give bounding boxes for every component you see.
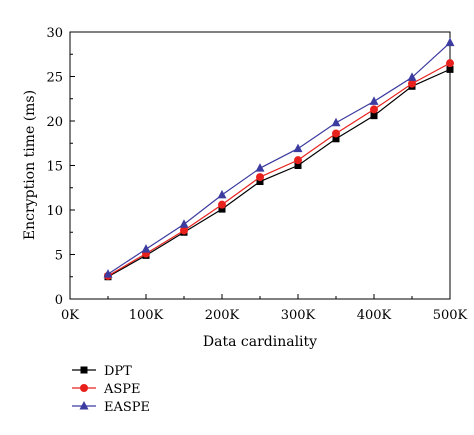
data-point-aspe <box>294 156 302 165</box>
x-tick-label: 0K <box>61 308 79 323</box>
x-tick-label: 100K <box>129 308 164 323</box>
data-point-aspe <box>256 173 264 182</box>
x-tick-label: 200K <box>205 308 240 323</box>
data-point-aspe <box>218 200 226 209</box>
y-tick-label: 0 <box>55 293 63 308</box>
data-point-aspe <box>370 105 378 114</box>
y-tick-label: 5 <box>55 249 63 264</box>
legend-marker <box>80 384 88 392</box>
x-axis: 0K 100K 200K 300K 400K 500K <box>61 294 468 323</box>
series-easpe <box>103 37 455 278</box>
legend-label: DPT <box>104 364 132 379</box>
legend-label: EASPE <box>104 400 150 415</box>
data-point-easpe <box>255 163 265 172</box>
x-tick-label: 400K <box>357 308 392 323</box>
series-line-easpe <box>107 42 451 275</box>
data-point-easpe <box>293 143 303 153</box>
legend-label: ASPE <box>103 382 141 397</box>
data-point-easpe <box>217 189 227 199</box>
data-point-dpt <box>218 205 226 213</box>
series-line-dpt <box>107 68 451 278</box>
data-point-aspe <box>180 226 188 235</box>
legend-marker <box>80 366 88 374</box>
data-point-easpe <box>369 96 379 105</box>
data-point-easpe <box>103 269 113 278</box>
data-point-dpt <box>294 162 302 169</box>
data-point-dpt <box>370 112 378 120</box>
y-axis: 0 5 10 15 20 25 30 <box>46 26 75 308</box>
y-tick-label: 30 <box>46 26 63 41</box>
legend-item-dpt: DPT <box>72 364 132 379</box>
legend-item-easpe: EASPE <box>72 400 150 415</box>
y-tick-label: 15 <box>46 160 63 175</box>
x-axis-title: Data cardinality <box>203 334 317 350</box>
legend-item-aspe: ASPE <box>72 382 141 397</box>
x-tick-label: 500K <box>433 308 468 323</box>
data-point-easpe <box>141 244 151 253</box>
data-point-aspe <box>408 79 416 88</box>
data-point-easpe <box>407 72 417 81</box>
legend-marker <box>79 401 89 410</box>
y-tick-label: 25 <box>46 71 63 86</box>
x-tick-label: 300K <box>281 308 316 323</box>
data-point-aspe <box>332 129 340 138</box>
series-layer <box>103 37 455 281</box>
y-tick-label: 10 <box>46 204 63 219</box>
data-point-dpt <box>256 178 264 186</box>
series-dpt <box>104 65 454 281</box>
data-point-dpt <box>446 65 454 73</box>
data-point-easpe <box>179 219 189 228</box>
data-point-easpe <box>445 37 455 47</box>
series-line-aspe <box>107 62 451 277</box>
data-point-aspe <box>446 59 454 68</box>
data-point-easpe <box>331 117 341 127</box>
legend: DPT ASPE EASPE <box>72 364 150 415</box>
y-tick-label: 20 <box>46 115 63 130</box>
data-point-dpt <box>332 135 340 143</box>
y-axis-title: Encryption time (ms) <box>22 90 38 240</box>
series-aspe <box>104 59 454 280</box>
